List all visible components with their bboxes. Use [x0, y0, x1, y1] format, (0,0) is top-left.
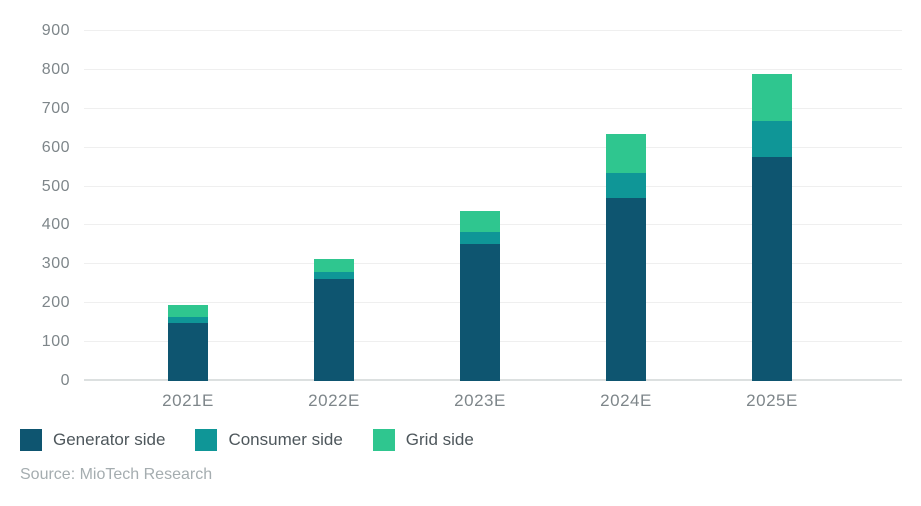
plot-area [84, 30, 902, 381]
bar-2023e [460, 210, 500, 381]
y-tick-label: 100 [41, 333, 70, 351]
y-tick-label: 500 [41, 177, 70, 195]
legend-label-grid-side: Grid side [405, 430, 474, 449]
bar-segment-generator-side-2023e[interactable] [460, 244, 500, 381]
bar-2021e [168, 305, 208, 381]
bar-segment-generator-side-2024e[interactable] [606, 198, 646, 381]
bar-segment-consumer-side-2021e[interactable] [168, 316, 208, 324]
x-tick-label: 2024E [600, 391, 652, 410]
bar-segment-grid-side-2022e[interactable] [314, 259, 354, 273]
bar-segment-generator-side-2025e[interactable] [752, 156, 792, 381]
consumer-side-swatch [195, 429, 218, 451]
x-tick-label: 2022E [308, 391, 360, 410]
y-tick-label: 300 [41, 255, 70, 273]
y-tick-label: 900 [41, 22, 70, 39]
gridline [84, 30, 902, 31]
y-axis: 0 100 200 300 400 500 600 700 800 900 [0, 22, 70, 389]
bar-2025e [752, 73, 792, 381]
bar-segment-consumer-side-2022e[interactable] [314, 272, 354, 280]
bar-segment-grid-side-2024e[interactable] [606, 134, 646, 173]
bar-segment-grid-side-2025e[interactable] [752, 73, 792, 122]
bar-2022e [314, 259, 354, 381]
x-axis: 2021E 2022E 2023E 2024E 2025E [84, 391, 902, 413]
legend: Generator side Consumer side Grid side [20, 429, 474, 451]
y-tick-label: 200 [41, 294, 70, 312]
bar-segment-consumer-side-2024e[interactable] [606, 172, 646, 199]
grid-side-swatch [372, 429, 395, 451]
bar-segment-consumer-side-2025e[interactable] [752, 121, 792, 157]
y-tick-label: 800 [41, 60, 70, 78]
y-tick-label: 400 [41, 216, 70, 234]
legend-item-consumer-side[interactable]: Consumer side [195, 429, 343, 451]
legend-item-grid-side[interactable]: Grid side [372, 429, 474, 451]
legend-label-consumer-side: Consumer side [228, 430, 343, 449]
x-tick-label: 2021E [162, 391, 214, 410]
bar-segment-grid-side-2021e[interactable] [168, 305, 208, 317]
generator-side-swatch [20, 429, 42, 451]
x-tick-label: 2023E [454, 391, 506, 410]
gridline [84, 68, 902, 70]
legend-item-generator-side[interactable]: Generator side [20, 429, 165, 451]
bar-segment-grid-side-2023e[interactable] [460, 210, 500, 233]
source-note: Source: MioTech Research [20, 466, 213, 483]
gridline [84, 185, 902, 187]
bar-segment-consumer-side-2023e[interactable] [460, 232, 500, 245]
bar-segment-generator-side-2022e[interactable] [314, 279, 354, 381]
y-tick-label: 700 [41, 99, 70, 117]
gridline [84, 107, 902, 109]
gridline [84, 146, 902, 148]
y-tick-label: 0 [60, 372, 70, 389]
x-tick-label: 2025E [746, 391, 798, 410]
bar-2024e [606, 134, 646, 381]
legend-label-generator-side: Generator side [53, 430, 166, 449]
y-tick-label: 600 [41, 138, 70, 156]
bar-segment-generator-side-2021e[interactable] [168, 323, 208, 381]
